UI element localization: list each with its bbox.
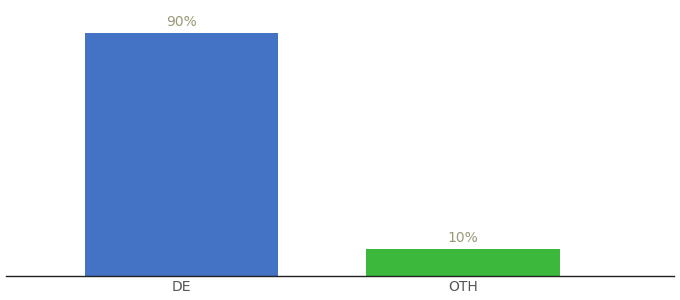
Bar bbox=[85, 33, 278, 276]
Text: 90%: 90% bbox=[166, 14, 197, 28]
Bar bbox=[367, 249, 560, 276]
Text: 10%: 10% bbox=[448, 230, 479, 244]
